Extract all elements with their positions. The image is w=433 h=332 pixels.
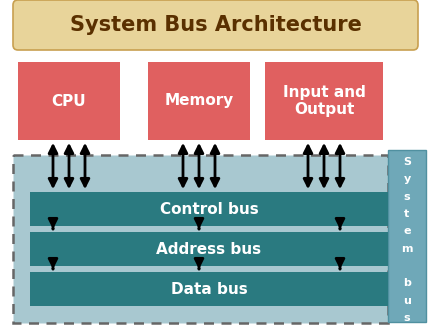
Text: Memory: Memory xyxy=(165,94,234,109)
FancyBboxPatch shape xyxy=(148,62,250,140)
Text: y: y xyxy=(404,174,410,184)
Text: Control bus: Control bus xyxy=(160,202,259,216)
Text: S: S xyxy=(403,157,411,167)
Text: e: e xyxy=(403,226,411,236)
FancyBboxPatch shape xyxy=(30,192,388,226)
FancyBboxPatch shape xyxy=(265,62,383,140)
Text: m: m xyxy=(401,244,413,254)
Text: b: b xyxy=(403,278,411,288)
Text: Input and
Output: Input and Output xyxy=(283,85,365,117)
Text: t: t xyxy=(404,209,410,219)
FancyBboxPatch shape xyxy=(18,62,120,140)
Text: Data bus: Data bus xyxy=(171,282,247,296)
FancyBboxPatch shape xyxy=(388,150,426,322)
Text: s: s xyxy=(404,192,410,202)
FancyBboxPatch shape xyxy=(30,272,388,306)
Text: System Bus Architecture: System Bus Architecture xyxy=(70,15,362,35)
Text: CPU: CPU xyxy=(52,94,86,109)
Text: s: s xyxy=(404,313,410,323)
Text: Address bus: Address bus xyxy=(156,241,262,257)
FancyBboxPatch shape xyxy=(13,0,418,50)
Text: u: u xyxy=(403,296,411,306)
FancyBboxPatch shape xyxy=(30,232,388,266)
FancyBboxPatch shape xyxy=(13,155,388,323)
